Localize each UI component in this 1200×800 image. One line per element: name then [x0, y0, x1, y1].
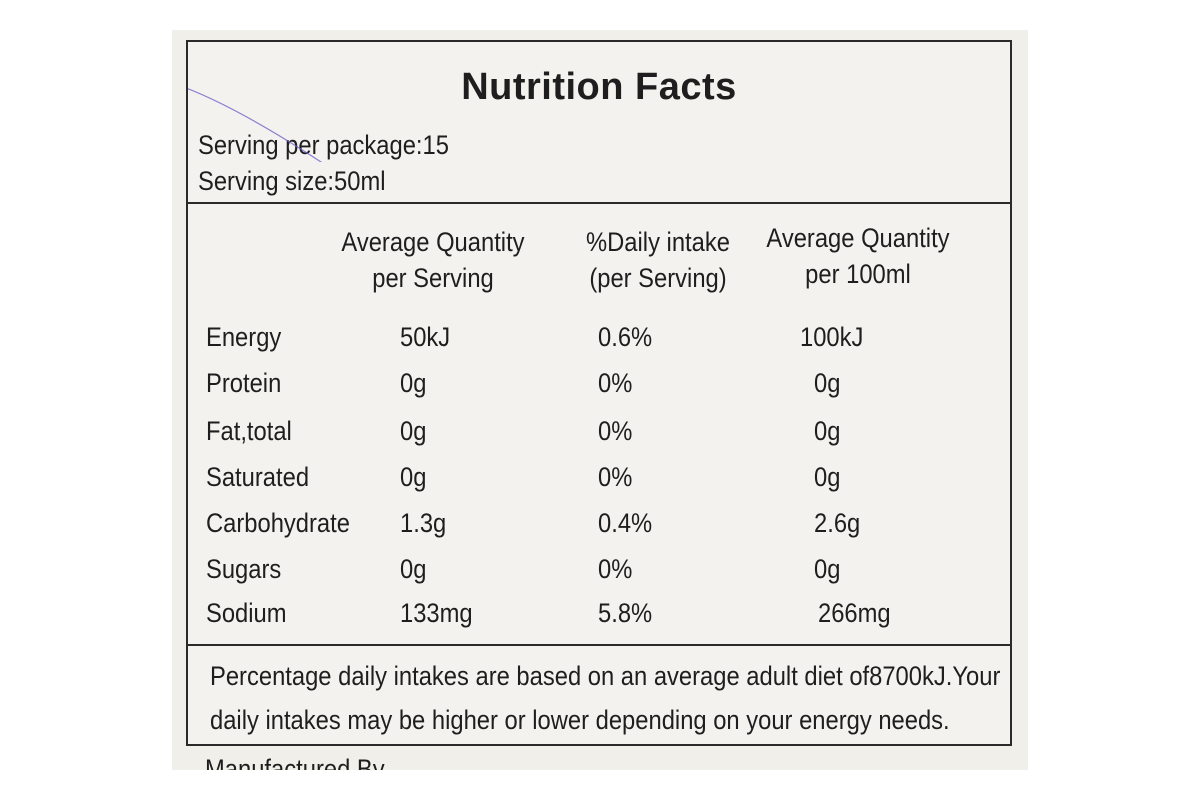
servings-per-package: Serving per package:15 — [198, 130, 449, 160]
per-serving-value: 133mg — [400, 598, 473, 628]
column-header-line: per Serving — [372, 263, 494, 293]
table-row-sugars: Sugars 0g 0% 0g — [188, 554, 1010, 594]
footnote-line: daily intakes may be higher or lower dep… — [210, 705, 950, 735]
column-header-line: per 100ml — [805, 259, 911, 289]
manufactured-by-cutoff: Manufactured By — [205, 754, 385, 770]
panel-title: Nutrition Facts — [461, 66, 737, 108]
per-100ml-value: 2.6g — [814, 508, 861, 538]
daily-intake-footnote: Percentage daily intakes are based on an… — [210, 654, 1002, 742]
column-header-per-serving: Average Quantity per Serving — [332, 224, 534, 296]
nutrient-name: Sodium — [206, 598, 287, 628]
nutrient-name: Energy — [206, 322, 282, 352]
nutrient-name: Carbohydrate — [206, 508, 350, 538]
table-row-fat-total: Fat,total 0g 0% 0g — [188, 416, 1010, 456]
daily-intake-value: 0.4% — [598, 508, 653, 538]
table-row-protein: Protein 0g 0% 0g — [188, 368, 1010, 408]
daily-intake-value: 0.6% — [598, 322, 653, 352]
table-row-saturated: Saturated 0g 0% 0g — [188, 462, 1010, 502]
per-serving-value: 0g — [400, 462, 427, 492]
per-100ml-value: 100kJ — [800, 322, 864, 352]
pen-scribble-mark — [188, 88, 323, 162]
table-row-energy: Energy 50kJ 0.6% 100kJ — [188, 322, 1010, 362]
column-header-line: (per Serving) — [589, 263, 727, 293]
nutrient-name: Saturated — [206, 462, 310, 492]
column-header-line: Average Quantity — [341, 227, 525, 257]
daily-intake-value: 5.8% — [598, 598, 653, 628]
footnote-line: Percentage daily intakes are based on an… — [210, 661, 1001, 691]
per-100ml-value: 0g — [814, 554, 841, 584]
nutrient-name: Sugars — [206, 554, 282, 584]
nutrient-name: Protein — [206, 368, 282, 398]
table-row-carbohydrate: Carbohydrate 1.3g 0.4% 2.6g — [188, 508, 1010, 548]
column-header-per-100ml: Average Quantity per 100ml — [757, 220, 959, 292]
column-header-line: %Daily intake — [586, 227, 730, 257]
nutrition-facts-panel: Nutrition Facts Serving per package:15 S… — [186, 40, 1012, 746]
daily-intake-value: 0% — [598, 416, 633, 446]
per-100ml-value: 0g — [814, 416, 841, 446]
daily-intake-value: 0% — [598, 554, 633, 584]
divider-bottom — [188, 644, 1010, 646]
column-header-line: Average Quantity — [766, 223, 950, 253]
divider-top — [188, 202, 1010, 204]
per-serving-value: 50kJ — [400, 322, 451, 352]
table-row-sodium: Sodium 133mg 5.8% 266mg — [188, 598, 1010, 638]
per-serving-value: 0g — [400, 416, 427, 446]
per-serving-value: 0g — [400, 368, 427, 398]
per-100ml-value: 0g — [814, 462, 841, 492]
serving-size: Serving size:50ml — [198, 166, 386, 196]
per-100ml-value: 0g — [814, 368, 841, 398]
nutrient-name: Fat,total — [206, 416, 292, 446]
per-100ml-value: 266mg — [818, 598, 891, 628]
daily-intake-value: 0% — [598, 462, 633, 492]
column-header-daily-intake: %Daily intake (per Serving) — [570, 224, 746, 296]
per-serving-value: 0g — [400, 554, 427, 584]
per-serving-value: 1.3g — [400, 508, 447, 538]
daily-intake-value: 0% — [598, 368, 633, 398]
